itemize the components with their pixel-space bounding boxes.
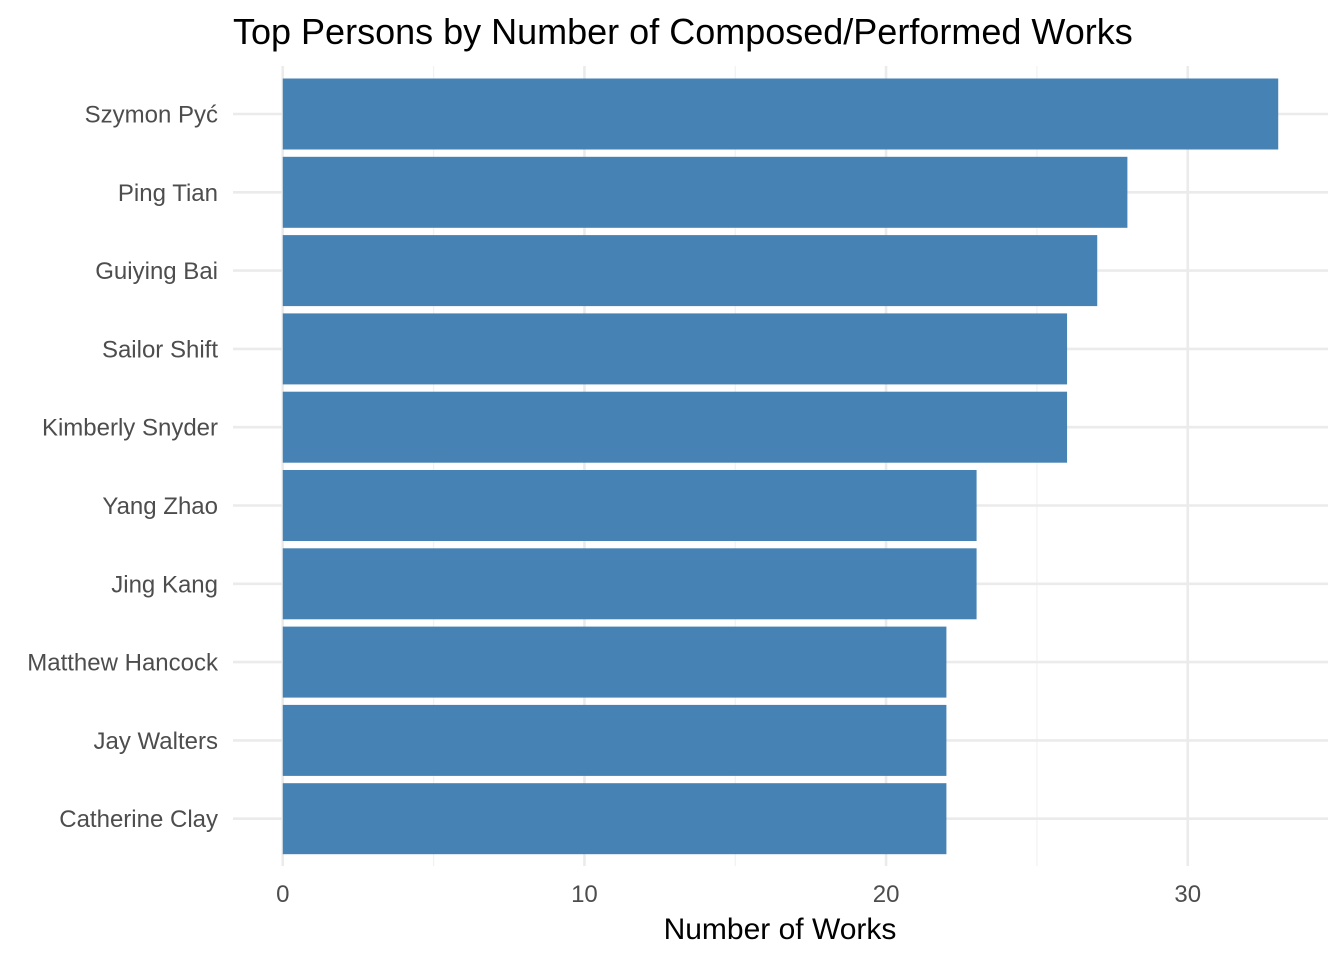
y-tick-label: Szymon Pyć (85, 102, 218, 129)
x-axis-title: Number of Works (664, 913, 897, 946)
bar (282, 235, 1098, 307)
y-tick-label: Ping Tian (118, 180, 218, 207)
chart-title: Top Persons by Number of Composed/Perfor… (233, 11, 1133, 52)
x-tick-label: 0 (276, 881, 289, 908)
bar (282, 704, 947, 776)
y-tick-label: Guiying Bai (95, 258, 218, 285)
bar (282, 548, 977, 620)
y-tick-label: Matthew Hancock (27, 650, 219, 677)
y-tick-label: Jay Walters (94, 728, 218, 755)
x-tick-label: 10 (571, 881, 598, 908)
y-tick-label: Catherine Clay (59, 806, 218, 833)
x-tick-label: 30 (1174, 881, 1201, 908)
y-tick-label: Sailor Shift (102, 336, 218, 363)
bar (282, 626, 947, 698)
bar (282, 313, 1068, 385)
y-tick-label: Yang Zhao (102, 493, 218, 520)
y-tick-label: Kimberly Snyder (42, 415, 218, 442)
y-tick-label: Jing Kang (111, 571, 218, 598)
bar (282, 470, 977, 541)
bar (282, 783, 947, 855)
bar (282, 78, 1279, 150)
bars (282, 78, 1279, 855)
x-tick-label: 20 (873, 881, 900, 908)
y-axis-tick-labels: Szymon Pyć Ping Tian Guiying Bai Sailor Shi… (27, 102, 219, 834)
bar (282, 156, 1128, 228)
x-axis-tick-labels: 0 10 20 30 (276, 881, 1201, 908)
bar (282, 391, 1068, 463)
